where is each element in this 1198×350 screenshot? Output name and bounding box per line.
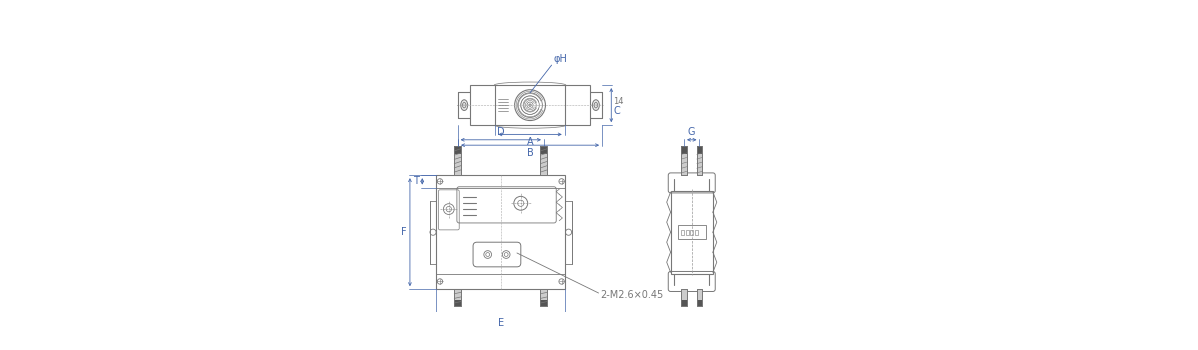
Text: F: F bbox=[401, 227, 407, 237]
Bar bbox=[540, 289, 547, 306]
Bar bbox=[697, 146, 702, 175]
Bar bbox=[697, 146, 702, 154]
Bar bbox=[678, 225, 706, 239]
Bar bbox=[540, 146, 547, 154]
Bar bbox=[436, 175, 565, 289]
Ellipse shape bbox=[461, 100, 467, 111]
Bar bbox=[671, 191, 713, 274]
Bar bbox=[690, 230, 694, 235]
Bar bbox=[454, 146, 461, 175]
Bar bbox=[697, 300, 702, 306]
Text: T: T bbox=[413, 176, 419, 186]
Text: φH: φH bbox=[553, 54, 567, 64]
Bar bbox=[540, 289, 547, 306]
Bar bbox=[682, 300, 686, 306]
Bar bbox=[680, 230, 684, 235]
Text: C: C bbox=[613, 106, 621, 116]
Text: G: G bbox=[688, 127, 696, 137]
Bar bbox=[540, 146, 547, 175]
Bar bbox=[695, 230, 698, 235]
Bar bbox=[682, 289, 686, 306]
Bar bbox=[454, 289, 461, 306]
Bar bbox=[697, 289, 702, 306]
Text: B: B bbox=[527, 148, 533, 158]
Bar bbox=[682, 289, 686, 306]
Bar bbox=[471, 85, 589, 125]
Text: E: E bbox=[497, 318, 504, 328]
Text: 2-M2.6×0.45: 2-M2.6×0.45 bbox=[600, 290, 664, 300]
Text: 14: 14 bbox=[613, 97, 624, 106]
Ellipse shape bbox=[593, 100, 599, 111]
Bar bbox=[454, 300, 461, 306]
Bar bbox=[682, 146, 686, 175]
Bar bbox=[540, 146, 547, 175]
Text: D: D bbox=[497, 127, 504, 137]
Bar bbox=[454, 146, 461, 175]
Bar bbox=[697, 289, 702, 306]
Bar bbox=[682, 146, 686, 154]
Bar bbox=[454, 289, 461, 306]
Bar bbox=[685, 230, 689, 235]
Bar bbox=[540, 300, 547, 306]
Text: A: A bbox=[527, 138, 533, 147]
Bar bbox=[682, 146, 686, 175]
Bar bbox=[454, 146, 461, 154]
Bar bbox=[697, 146, 702, 175]
